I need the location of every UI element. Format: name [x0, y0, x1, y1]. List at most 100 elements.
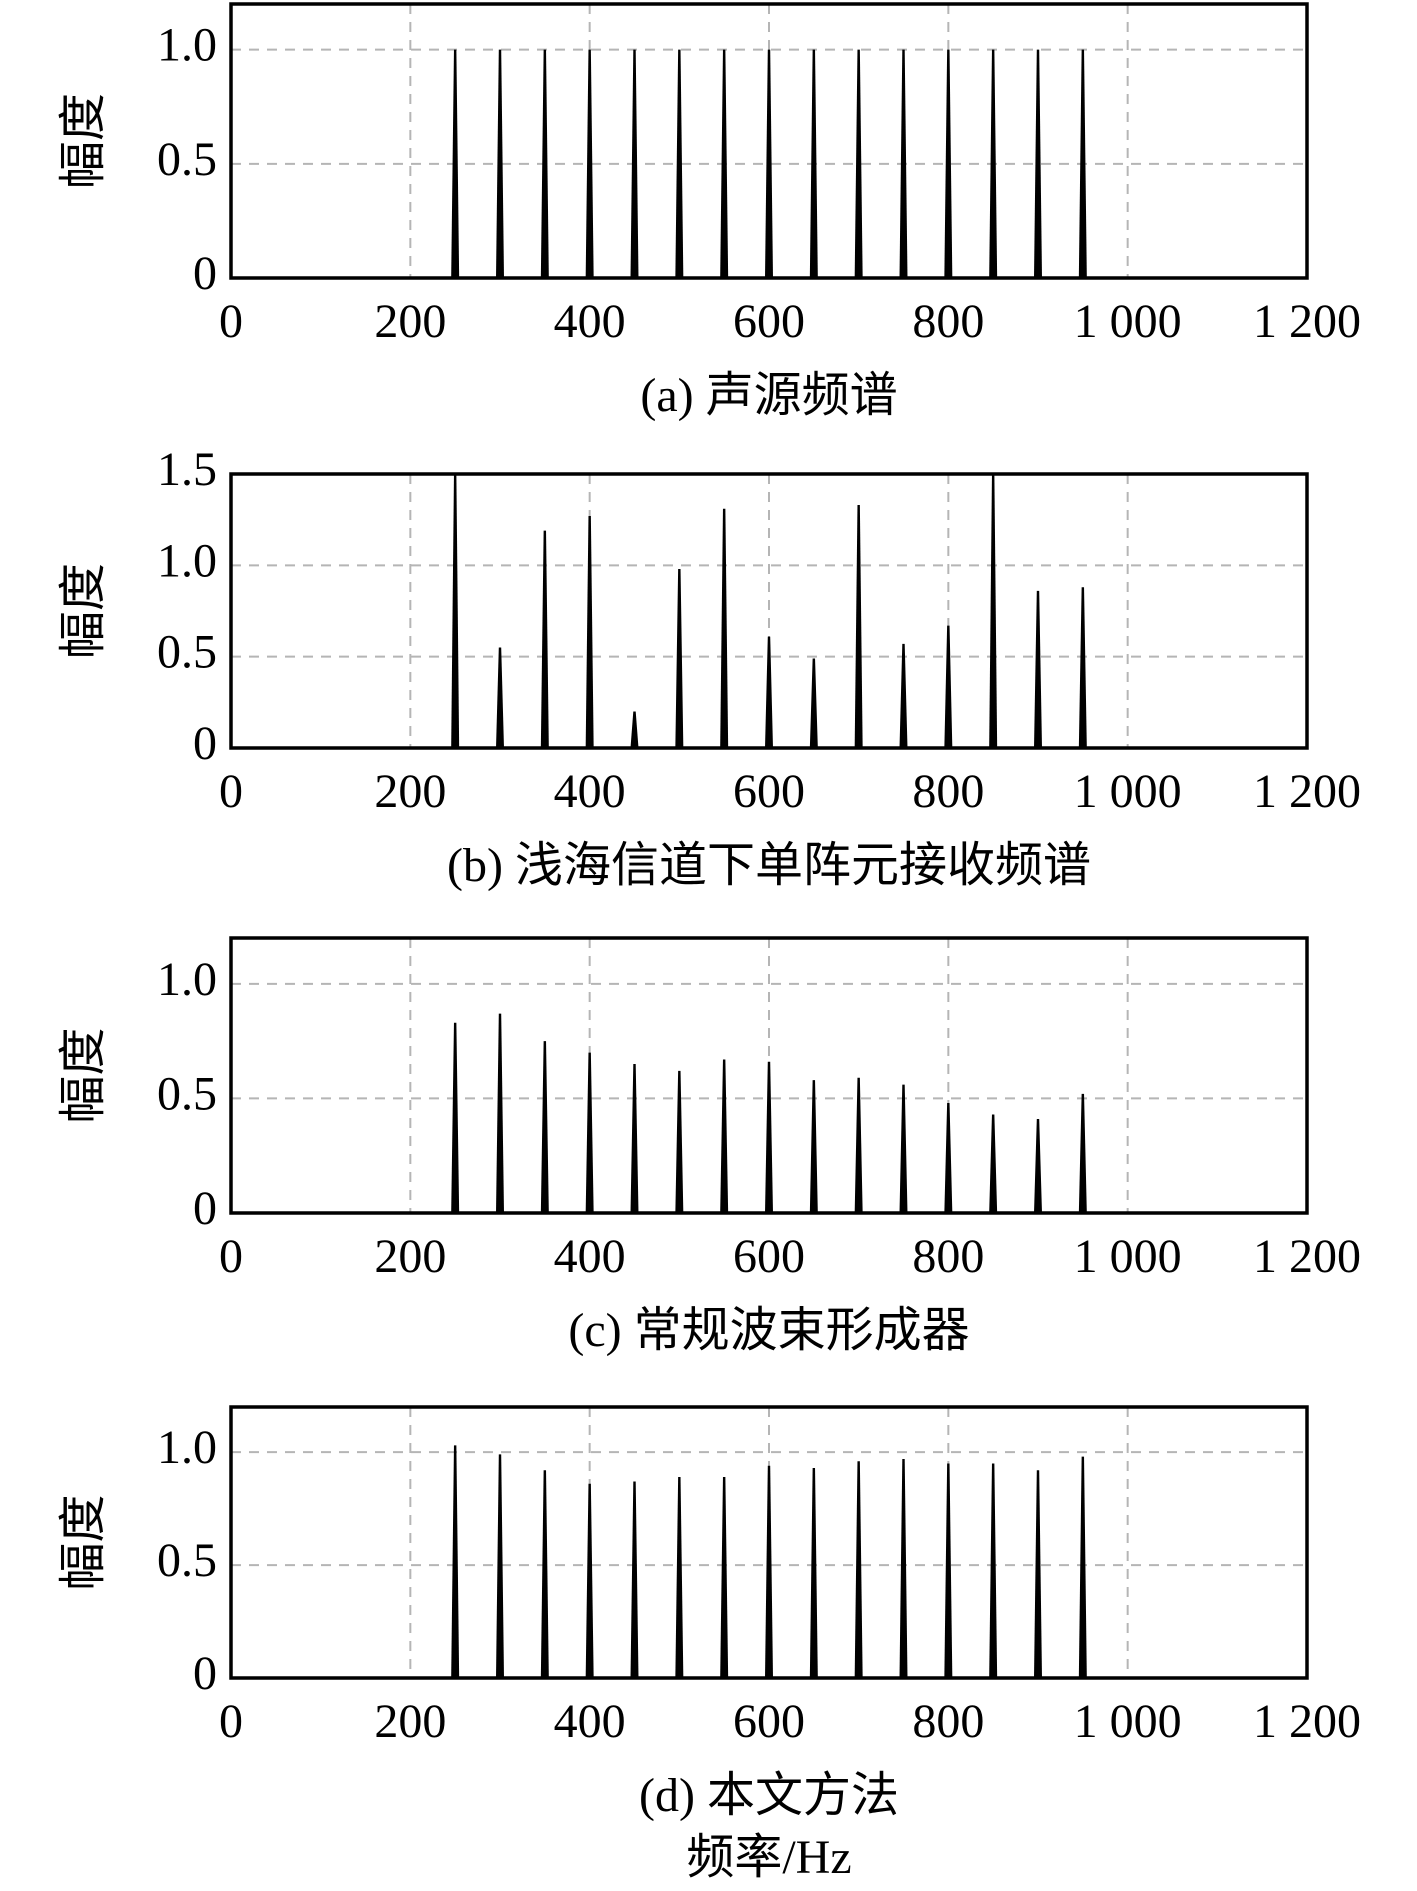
stem	[630, 49, 639, 278]
x-tick-label: 1 200	[1253, 295, 1361, 348]
x-tick-label: 0	[219, 295, 243, 348]
x-tick-label: 800	[912, 295, 984, 348]
x-tick-label: 600	[733, 1230, 805, 1283]
y-tick-label: 1.0	[157, 953, 217, 1006]
stem	[1078, 1093, 1087, 1213]
stem	[854, 1461, 863, 1678]
x-tick-label: 1 200	[1253, 765, 1361, 818]
x-tick-label: 400	[554, 295, 626, 348]
y-tick-label: 0.5	[157, 1067, 217, 1120]
caption: (a) 声源频谱	[640, 369, 897, 422]
x-axis-label: 频率/Hz	[686, 1831, 851, 1884]
stem	[585, 1052, 594, 1213]
stem	[899, 643, 908, 748]
stem	[1078, 1456, 1087, 1678]
stem	[720, 508, 729, 748]
stem	[630, 1481, 639, 1678]
stem	[899, 1458, 908, 1678]
y-axis-label: 幅度	[57, 1494, 110, 1590]
y-axis-label: 幅度	[57, 93, 110, 189]
stem	[1034, 1470, 1042, 1678]
x-tick-label: 400	[554, 1230, 626, 1283]
stem	[1034, 1119, 1042, 1213]
stem	[496, 1454, 504, 1678]
stem	[585, 49, 594, 278]
x-tick-label: 200	[374, 1695, 446, 1748]
x-tick-label: 1 200	[1253, 1695, 1361, 1748]
y-tick-label: 0	[193, 717, 217, 770]
y-axis-label: 幅度	[57, 563, 110, 659]
stem	[1078, 587, 1087, 748]
stem	[1034, 590, 1042, 748]
stem	[451, 1022, 460, 1213]
y-tick-label: 0	[193, 247, 217, 300]
stem	[989, 1114, 998, 1213]
x-tick-label: 1 000	[1074, 295, 1182, 348]
stem	[854, 49, 863, 278]
stem	[944, 1463, 953, 1678]
x-tick-label: 800	[912, 765, 984, 818]
stem	[540, 530, 549, 748]
stem	[989, 49, 998, 278]
x-tick-label: 400	[554, 1695, 626, 1748]
stem	[989, 474, 998, 748]
y-tick-label: 0.5	[157, 626, 217, 679]
stem	[944, 49, 953, 278]
x-tick-label: 600	[733, 1695, 805, 1748]
stem	[944, 1103, 953, 1213]
stem	[630, 1064, 639, 1213]
caption: (c) 常规波束形成器	[568, 1304, 969, 1357]
stem	[451, 1445, 460, 1678]
y-tick-label: 1.0	[157, 19, 217, 72]
stem	[496, 1013, 504, 1213]
stem	[854, 1077, 863, 1213]
y-tick-label: 1.0	[157, 534, 217, 587]
stem	[765, 636, 773, 748]
stem	[809, 49, 818, 278]
stem	[809, 1080, 818, 1213]
stem	[720, 1477, 729, 1678]
stem	[1034, 49, 1042, 278]
stem	[585, 1483, 594, 1678]
x-tick-label: 0	[219, 1230, 243, 1283]
stem	[675, 568, 684, 748]
x-tick-label: 200	[374, 765, 446, 818]
stem	[809, 1467, 818, 1678]
plot-frame	[229, 1405, 1309, 1680]
stem	[989, 1463, 998, 1678]
stem	[765, 49, 773, 278]
y-tick-label: 0.5	[157, 133, 217, 186]
x-tick-label: 600	[733, 765, 805, 818]
plot-frame	[229, 2, 1309, 280]
stem	[675, 1070, 684, 1213]
x-tick-label: 1 000	[1074, 1695, 1182, 1748]
stem	[944, 625, 953, 748]
stem	[899, 49, 908, 278]
x-tick-label: 0	[219, 765, 243, 818]
y-axis-label: 幅度	[57, 1027, 110, 1123]
stem	[540, 1470, 549, 1678]
caption: (b) 浅海信道下单阵元接收频谱	[447, 839, 1091, 892]
stem	[854, 505, 863, 748]
stem	[540, 49, 549, 278]
stem	[765, 1465, 773, 1678]
stem	[585, 516, 594, 748]
x-tick-label: 1 200	[1253, 1230, 1361, 1283]
y-tick-label: 1.0	[157, 1421, 217, 1474]
stem	[720, 1059, 729, 1213]
stem	[899, 1084, 908, 1213]
plot-frame	[229, 936, 1309, 1215]
x-tick-label: 1 000	[1074, 765, 1182, 818]
stem	[496, 647, 504, 748]
stem	[720, 49, 729, 278]
y-tick-label: 0	[193, 1182, 217, 1235]
stem	[809, 658, 818, 748]
stem	[451, 49, 460, 278]
stem	[496, 49, 504, 278]
x-tick-label: 200	[374, 295, 446, 348]
y-tick-label: 0.5	[157, 1534, 217, 1587]
x-tick-label: 800	[912, 1230, 984, 1283]
stem	[765, 1061, 773, 1213]
stem	[451, 474, 460, 748]
